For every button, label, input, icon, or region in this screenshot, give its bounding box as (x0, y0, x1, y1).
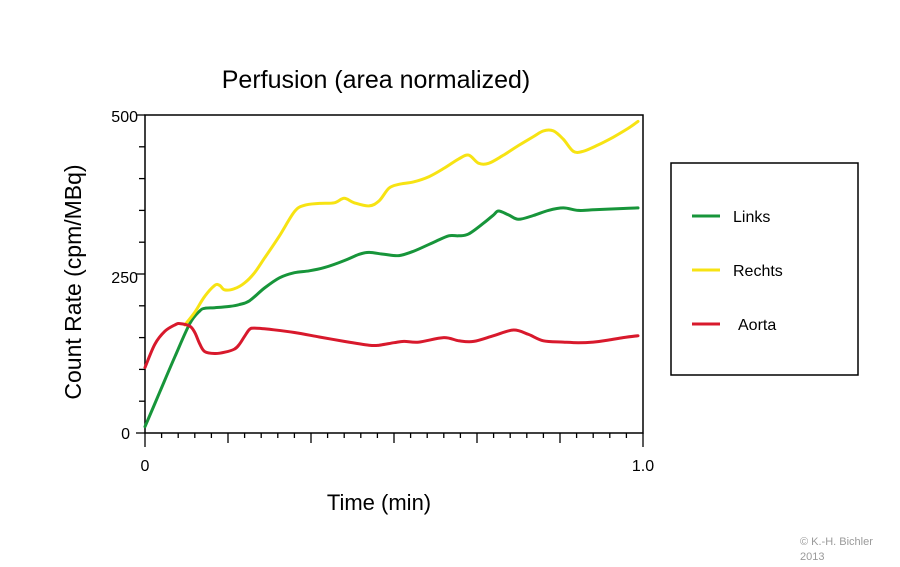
series-line-links (143, 206, 640, 429)
legend: Links Rechts Aorta (692, 209, 783, 334)
copyright-notice: © K.-H. Bichler 2013 (800, 535, 900, 565)
x-axis-ticks (144, 433, 644, 447)
legend-label-aorta: Aorta (738, 317, 776, 334)
legend-label-rechts: Rechts (733, 263, 783, 280)
legend-label-links: Links (733, 209, 770, 226)
x-axis-label: Time (min) (327, 490, 431, 515)
chart-title: Perfusion (area normalized) (222, 66, 530, 94)
copyright-year: 2013 (800, 551, 825, 563)
x-tick-label-start: 0 (141, 458, 150, 475)
y-tick-label-mid: 250 (111, 270, 138, 287)
series-lines (143, 119, 640, 429)
y-axis-label: Count Rate (cpm/MBq) (60, 164, 86, 399)
series-line-aorta (143, 322, 640, 369)
plot-frame (144, 114, 644, 434)
y-tick-label-bottom: 0 (121, 426, 130, 443)
y-tick-label-top: 500 (111, 109, 138, 126)
y-axis-ticks (136, 114, 145, 434)
x-tick-label-end: 1.0 (632, 458, 654, 475)
copyright-author: © K.-H. Bichler (800, 536, 873, 548)
series-line-rechts (183, 119, 640, 327)
